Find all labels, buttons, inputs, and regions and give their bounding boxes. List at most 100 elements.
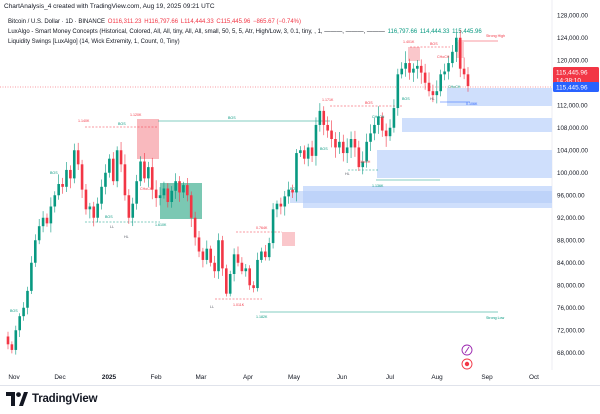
last-price-value-blue: 115,445.96 <box>556 85 588 92</box>
candle-body <box>377 116 380 125</box>
candle-body <box>174 181 177 191</box>
demand-zone-1 <box>447 88 552 106</box>
chart-credit: ChartAnalysis_4 created with TradingView… <box>4 3 215 10</box>
candle-body <box>135 181 138 204</box>
bos-label-8: BOS <box>290 187 298 191</box>
candle-body <box>14 330 18 350</box>
candle-body <box>338 141 341 148</box>
last-price-tag[interactable]: 115,445.96 14:38:10 115,445.96 <box>553 67 599 92</box>
candle-body <box>400 68 404 75</box>
candle-body <box>330 130 333 139</box>
symbol-row[interactable]: Bitcoin / U.S. Dollar · 1D · BINANCE O11… <box>8 17 482 27</box>
liq-label-10: 0.106K <box>466 102 478 106</box>
choch-label-3: CHoCH <box>372 115 385 119</box>
swing-label-4: HL <box>345 172 350 176</box>
time-tick-9: Aug <box>431 374 443 381</box>
candle-body <box>443 71 446 75</box>
candle-body <box>439 74 443 92</box>
candle-body <box>26 290 29 308</box>
candle-body <box>334 139 337 148</box>
candle-body <box>295 153 298 193</box>
bullish-order-block <box>160 183 202 219</box>
candle-body <box>41 217 45 227</box>
candle-body <box>326 124 329 131</box>
candle-body <box>217 240 220 272</box>
time-tick-8: Jul <box>386 374 394 381</box>
liquidity-swings-label: Liquidity Swings [LuxAlgo] (14, Wick Ext… <box>8 39 180 45</box>
liq-label-4: 1.401K <box>403 40 415 44</box>
target-icon[interactable] <box>461 358 473 370</box>
smc-indicator-row[interactable]: LuxAlgo - Smart Money Concepts (Historic… <box>8 27 482 37</box>
candle-body <box>248 268 251 286</box>
candles <box>6 29 470 355</box>
candle-body <box>314 124 318 156</box>
price-tick-9: 92,000.00 <box>557 215 585 222</box>
candle-body <box>369 133 372 142</box>
time-axis-ticks[interactable]: Nov Dec 2025 Feb Mar Apr May Jun Jul Aug Sep Oct <box>8 374 539 381</box>
candle-body <box>373 124 376 134</box>
open-value: O116,311.23 <box>107 19 142 25</box>
candle-body <box>283 196 287 207</box>
time-tick-3: Feb <box>150 374 161 381</box>
bos-label-4: BOS <box>430 42 438 46</box>
candle-body <box>408 63 411 73</box>
candle-body <box>240 262 244 272</box>
bos-label-7: BOS <box>10 309 18 313</box>
time-tick-5: Apr <box>243 374 254 381</box>
candle-body <box>150 167 154 190</box>
candle-body <box>423 72 427 83</box>
candle-body <box>96 203 99 218</box>
candle-body <box>365 141 368 162</box>
candle-body <box>205 248 209 260</box>
liq-label-2: 1.120K <box>130 113 142 117</box>
candle-body <box>123 164 127 196</box>
candle-body <box>302 150 306 159</box>
price-tick-14: 72,000.00 <box>557 327 585 334</box>
alert-icon[interactable] <box>461 344 473 356</box>
candle-body <box>299 150 302 154</box>
candle-body <box>310 147 314 156</box>
close-value: C115,445.96 <box>216 19 251 25</box>
change-value: −865.67 (−0.74%) <box>252 19 302 25</box>
tradingview-logo[interactable]: TradingView <box>6 392 98 406</box>
bos-label-2: BOS <box>228 116 236 120</box>
bearish-order-block <box>137 119 159 159</box>
candle-body <box>162 188 166 196</box>
smc-labels: BOS BOS BOS BOS BOS BOS BOS BOS BOS BOS … <box>10 34 505 320</box>
candle-body <box>384 130 388 137</box>
last-price-box-blue <box>553 82 599 92</box>
candle-body <box>451 51 454 64</box>
liquidity-swings-row[interactable]: Liquidity Swings [LuxAlgo] (14, Wick Ext… <box>8 37 482 47</box>
candle-body <box>431 91 435 96</box>
smc-value-2: 114,444.33 <box>419 29 450 35</box>
time-tick-11: Oct <box>529 374 539 381</box>
time-tick-10: Sep <box>481 374 493 381</box>
swing-label-5: HL <box>430 97 435 101</box>
candle-body <box>306 147 310 159</box>
price-tick-15: 68,000.00 <box>557 350 585 357</box>
swing-label-3: LL <box>210 305 214 309</box>
choch-label-2: CHoCH <box>358 160 371 164</box>
candle-body <box>147 167 150 179</box>
bearish-order-block-2 <box>282 232 295 246</box>
time-tick-7: Jun <box>337 374 348 381</box>
candle-body <box>111 158 115 182</box>
bos-label-1: BOS <box>118 122 126 126</box>
candle-body <box>92 206 96 218</box>
liq-label-7: 1.182K <box>256 315 268 319</box>
candle-body <box>201 251 205 260</box>
choch-label-5: CHoCH <box>448 85 461 89</box>
candle-body <box>10 344 14 350</box>
demand-zone-2 <box>402 118 552 132</box>
candle-body <box>193 217 197 238</box>
candle-body <box>88 206 92 210</box>
candle-body <box>388 127 392 137</box>
candle-body <box>84 189 88 210</box>
candle-body <box>318 110 322 125</box>
candle-body <box>455 37 458 52</box>
price-scale[interactable] <box>552 0 600 385</box>
price-tick-12: 80,000.00 <box>557 282 585 289</box>
candle-body <box>341 141 345 154</box>
swing-label-1: LL <box>110 225 114 229</box>
